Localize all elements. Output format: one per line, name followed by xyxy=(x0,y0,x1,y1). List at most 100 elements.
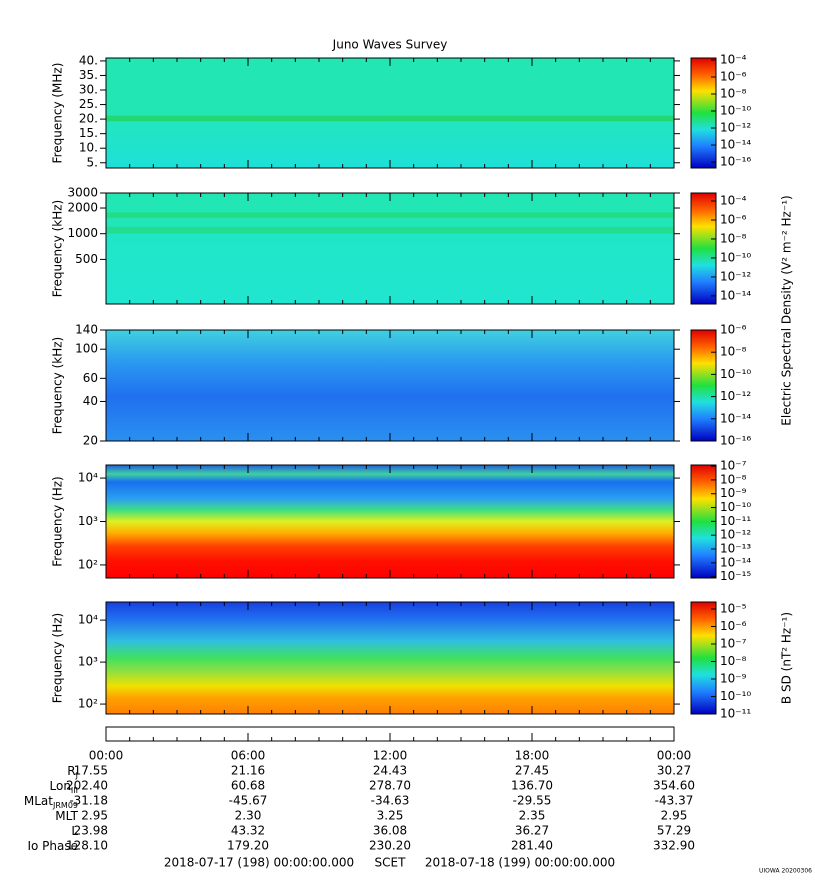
x-tick-label: 06:00 xyxy=(231,749,266,763)
colorbar-tick-label: 10⁻⁸ xyxy=(720,654,747,668)
colorbar-tick-label: 10⁻¹⁰ xyxy=(720,250,751,264)
colorbar-tick-label: 10⁻¹⁶ xyxy=(720,155,751,169)
y-axis-label: Frequency (Hz) xyxy=(51,613,65,704)
colorbar-frame xyxy=(690,192,717,305)
y-axis-label: Frequency (MHz) xyxy=(51,63,65,164)
ephemeris-value: 2.35 xyxy=(519,809,546,823)
ephemeris-label-sub: III xyxy=(71,786,78,795)
ephemeris-value: 36.08 xyxy=(373,824,407,838)
ephemeris-value: 179.20 xyxy=(227,839,269,853)
ephemeris-value: 332.90 xyxy=(653,839,695,853)
ephemeris-value: 30.27 xyxy=(657,764,691,778)
y-tick-label: 30. xyxy=(79,83,98,97)
footer-start: 2018-07-17 (198) 00:00:00.000 xyxy=(164,856,354,870)
spectrogram xyxy=(106,465,674,578)
colorbar-tick-label: 10⁻¹⁰ xyxy=(720,367,751,381)
y-tick-label: 1000 xyxy=(67,226,98,240)
ephemeris-label: L xyxy=(71,824,78,838)
y-tick-label: 500 xyxy=(75,252,98,266)
ephemeris-value: 21.16 xyxy=(231,764,265,778)
ephemeris-label-text: R xyxy=(67,764,75,778)
y-tick-label: 40. xyxy=(79,53,98,67)
y-tick-label: 2000 xyxy=(67,201,98,215)
ephemeris-label-text: MLat xyxy=(24,794,53,808)
colorbar-tick-label: 10⁻⁴ xyxy=(720,52,747,66)
stamp: UIOWA 20200306 xyxy=(759,868,812,875)
colorbar-tick-label: 10⁻⁴ xyxy=(720,194,747,208)
colorbar-frame xyxy=(690,57,717,169)
colorbar-tick-label: 10⁻¹² xyxy=(720,269,751,283)
spectrogram xyxy=(106,330,674,441)
y-tick-label: 60 xyxy=(83,371,98,385)
y-tick-label: 10² xyxy=(78,697,98,711)
y-tick-label: 10² xyxy=(78,557,98,571)
colorbar-tick-label: 10⁻⁶ xyxy=(720,69,747,83)
y-tick-label: 20. xyxy=(79,112,98,126)
y-tick-label: 25. xyxy=(79,97,98,111)
colorbar-tick-label: 10⁻¹⁵ xyxy=(720,569,751,583)
colorbar-tick-label: 10⁻⁸ xyxy=(720,345,747,359)
colorbar xyxy=(691,602,716,714)
ephemeris-value: 230.20 xyxy=(369,839,411,853)
ephemeris-value: 60.68 xyxy=(231,779,265,793)
ephemeris-value: 202.40 xyxy=(66,779,108,793)
ephemeris-value: 354.60 xyxy=(653,779,695,793)
colorbar-tick-label: 10⁻⁹ xyxy=(720,671,747,685)
ephemeris-label: MLT xyxy=(55,809,78,823)
y-tick-label: 3000 xyxy=(67,186,98,200)
ephemeris-value: -31.18 xyxy=(69,794,108,808)
colorbar-tick-label: 10⁻⁷ xyxy=(720,636,747,650)
y-tick-label: 15. xyxy=(79,126,98,140)
colorbar-tick-label: 10⁻⁸ xyxy=(720,472,747,486)
ephemeris-value: 43.32 xyxy=(231,824,265,838)
ephemeris-label-sub: J xyxy=(75,771,78,780)
y-tick-label: 20 xyxy=(83,434,98,448)
colorbar-tick-label: 10⁻⁶ xyxy=(720,323,747,337)
colorbar-tick-label: 10⁻⁸ xyxy=(720,86,747,100)
y-tick-label: 140 xyxy=(75,323,98,337)
x-tick-label: 12:00 xyxy=(373,749,408,763)
ephemeris-value: 278.70 xyxy=(369,779,411,793)
colorbar-tick-label: 10⁻⁵ xyxy=(720,601,747,615)
colorbar-tick-label: 10⁻¹² xyxy=(720,528,751,542)
colorbar-tick-label: 10⁻⁸ xyxy=(720,231,747,245)
ephemeris-label-text: Io Phase xyxy=(27,839,78,853)
ephemeris-value: -43.37 xyxy=(655,794,694,808)
spectrogram xyxy=(106,193,674,304)
y-tick-label: 5. xyxy=(87,155,98,169)
footer-scet: SCET xyxy=(375,856,407,870)
x-tick-label: 18:00 xyxy=(515,749,550,763)
colorbar-tick-label: 10⁻¹¹ xyxy=(720,514,751,528)
y-tick-label: 10³ xyxy=(78,514,98,528)
colorbar-tick-label: 10⁻⁶ xyxy=(720,212,747,226)
y-tick-label: 10. xyxy=(79,141,98,155)
colorbar-tick-label: 10⁻¹² xyxy=(720,389,751,403)
chart-title: Juno Waves Survey xyxy=(332,38,448,52)
footer-end: 2018-07-18 (199) 00:00:00.000 xyxy=(425,856,615,870)
ephemeris-label-text: Lon xyxy=(50,779,71,793)
ephemeris-label-text: MLT xyxy=(55,809,78,823)
colorbar-tick-label: 10⁻⁹ xyxy=(720,486,747,500)
colorbar-frame xyxy=(690,601,717,715)
ephemeris-label-sub: JRM09 xyxy=(52,801,78,810)
colorbar-tick-label: 10⁻¹⁰ xyxy=(720,500,751,514)
ephemeris-value: 36.27 xyxy=(515,824,549,838)
colorbar-tick-label: 10⁻¹⁴ xyxy=(720,411,751,425)
spectrogram xyxy=(106,58,674,168)
colorbar-tick-label: 10⁻⁷ xyxy=(720,459,747,473)
y-tick-label: 10³ xyxy=(78,655,98,669)
ephemeris-value: 24.43 xyxy=(373,764,407,778)
ephemeris-value: 128.10 xyxy=(66,839,108,853)
x-tick-label: 00:00 xyxy=(89,749,124,763)
y-tick-label: 10⁴ xyxy=(78,613,98,627)
ephemeris-value: 136.70 xyxy=(511,779,553,793)
ephemeris-value: 17.55 xyxy=(74,764,108,778)
y-axis-label: Frequency (Hz) xyxy=(51,476,65,567)
ephemeris-value: 57.29 xyxy=(657,824,691,838)
colorbar-tick-label: 10⁻¹² xyxy=(720,121,751,135)
colorbar-tick-label: 10⁻¹⁶ xyxy=(720,434,751,448)
y-tick-label: 10⁴ xyxy=(78,471,98,485)
ephemeris-label: Io Phase xyxy=(27,839,78,853)
colorbar-tick-label: 10⁻¹⁰ xyxy=(720,689,751,703)
